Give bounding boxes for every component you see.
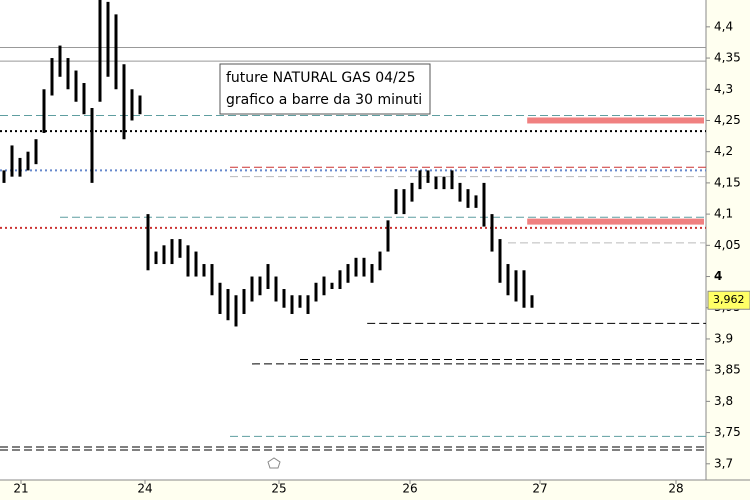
y-tick-label: 4,35 <box>714 51 741 65</box>
y-tick-label: 4,3 <box>714 82 733 96</box>
x-tick-label: 24 <box>137 482 152 496</box>
y-tick-label: 3,9 <box>714 331 733 345</box>
y-tick-label: 3,75 <box>714 425 741 439</box>
icon <box>267 457 281 469</box>
y-tick-label: 4,05 <box>714 238 741 252</box>
y-tick-label: 4,4 <box>714 19 733 33</box>
x-tick-label: 28 <box>668 482 683 496</box>
level-zone <box>527 218 704 225</box>
y-tick-label: 3,85 <box>714 363 741 377</box>
y-axis-panel <box>706 0 750 480</box>
y-tick-label: 4 <box>714 269 722 283</box>
last-price-label: 3,962 <box>713 293 745 306</box>
annotation: grafico a barre da 30 minuti <box>226 92 422 108</box>
level-zone <box>527 117 704 124</box>
y-tick-label: 4,15 <box>714 175 741 189</box>
last-price-box <box>707 290 750 310</box>
y-tick-label: 4,1 <box>714 207 733 221</box>
x-tick-label: 26 <box>402 482 417 496</box>
x-tick-label: 25 <box>271 482 286 496</box>
x-axis-panel <box>0 480 750 500</box>
annotation-box <box>219 63 431 115</box>
x-tick-label: 21 <box>13 482 28 496</box>
y-tick-label: 4,2 <box>714 144 733 158</box>
y-tick-label: 3,8 <box>714 394 733 408</box>
x-tick-label: 27 <box>532 482 547 496</box>
y-tick-label: 4,25 <box>714 113 741 127</box>
annotation: future NATURAL GAS 04/25 <box>226 70 416 86</box>
y-tick-label: 3,7 <box>714 456 733 470</box>
